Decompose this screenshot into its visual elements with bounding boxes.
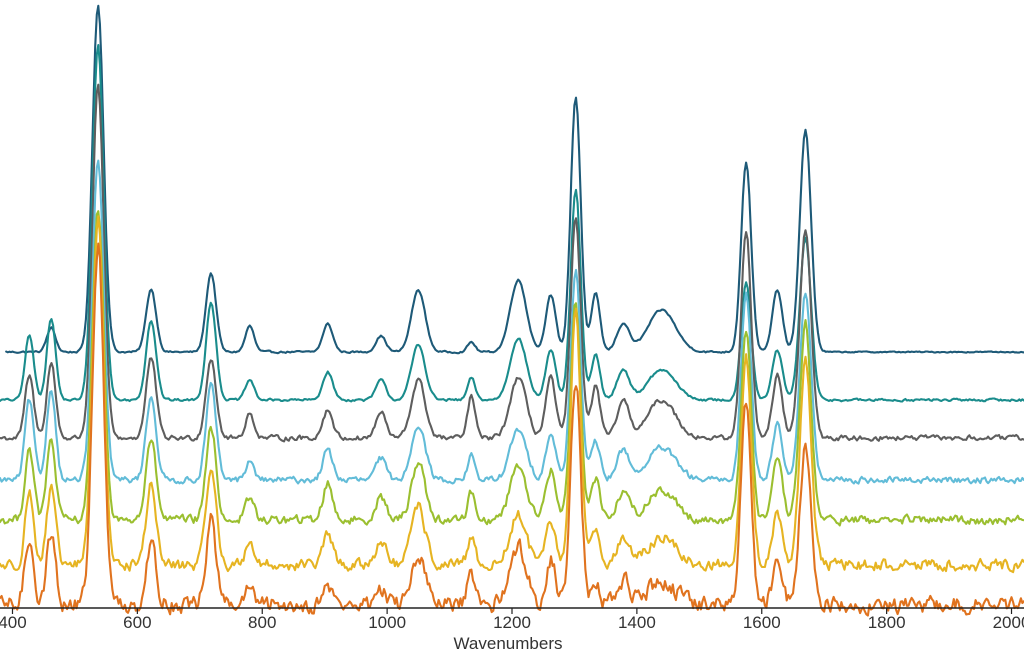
spectrum-line-2 [0, 43, 1024, 403]
spectrum-line-6 [0, 215, 1024, 574]
spectrum-line-5 [0, 210, 1024, 527]
x-tick-label: 1800 [868, 613, 906, 632]
x-tick-label: 2000 [993, 613, 1024, 632]
series-layer [0, 4, 1024, 617]
spectrum-line-3 [0, 83, 1024, 443]
x-axis-ticks: 400 600 800 1000 1200 1400 1600 1800 2000 [0, 608, 1024, 632]
x-tick-label: 1600 [743, 613, 781, 632]
x-tick-label: 1000 [368, 613, 406, 632]
spectrum-line-7 [0, 242, 1024, 617]
x-tick-label: 800 [248, 613, 276, 632]
x-tick-label: 600 [123, 613, 151, 632]
spectrum-line-1 [5, 4, 1024, 355]
spectrum-line-4 [0, 159, 1024, 485]
x-tick-label: 1400 [618, 613, 656, 632]
x-axis-title: Wavenumbers [454, 634, 563, 653]
x-tick-label: 400 [0, 613, 27, 632]
x-tick-label: 1200 [493, 613, 531, 632]
